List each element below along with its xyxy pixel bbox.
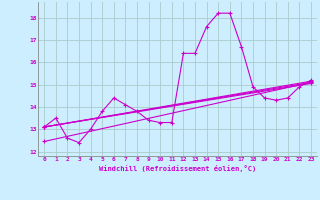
X-axis label: Windchill (Refroidissement éolien,°C): Windchill (Refroidissement éolien,°C) [99, 165, 256, 172]
